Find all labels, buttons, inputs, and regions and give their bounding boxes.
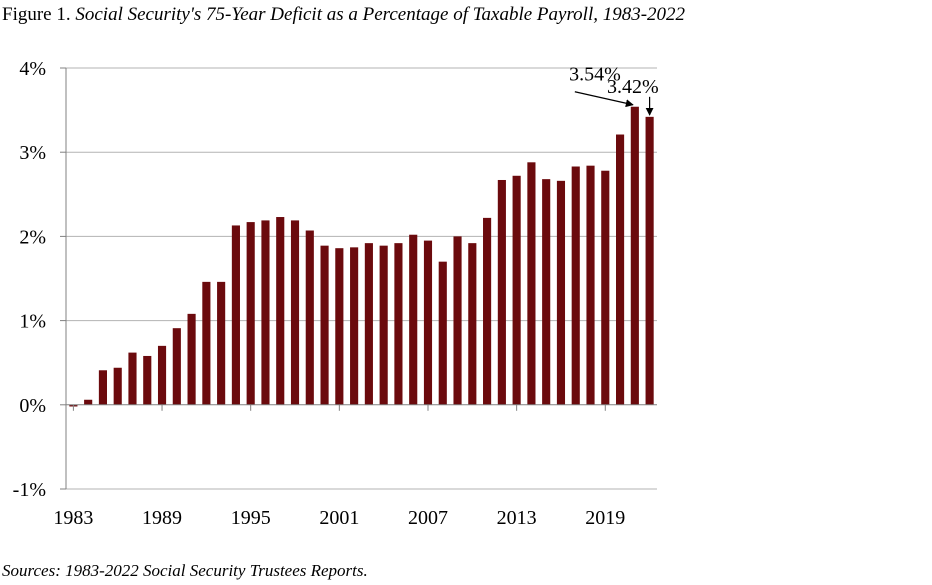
bar-1995	[246, 222, 255, 405]
bar-1998	[290, 220, 300, 405]
bar-2022	[645, 116, 654, 405]
bar-2011	[483, 217, 492, 405]
bar-2000	[320, 245, 329, 405]
x-tick-label: 2013	[497, 507, 537, 529]
bar-1990	[172, 328, 181, 405]
bar-1994	[231, 225, 240, 405]
x-tick-label: 2007	[408, 507, 448, 529]
bar-2014	[527, 162, 536, 405]
y-tick-label: 1%	[19, 311, 46, 333]
bar-2015	[542, 179, 551, 405]
bar-2003	[364, 243, 373, 405]
bar-2008	[438, 261, 447, 405]
y-tick-label: 2%	[19, 226, 46, 248]
bar-1988	[143, 355, 152, 405]
bar-1985	[98, 370, 107, 405]
bar-2005	[394, 243, 403, 405]
x-tick-label: 2019	[585, 507, 625, 529]
bar-1997	[276, 217, 285, 405]
y-tick-label: 4%	[19, 58, 46, 80]
bar-2004	[379, 245, 388, 405]
bar-2020	[616, 134, 625, 405]
bar-2021	[630, 106, 639, 405]
bar-2002	[350, 247, 359, 405]
bar-1987	[128, 352, 137, 405]
x-tick-label: 1983	[53, 507, 93, 529]
annotation-label: 3.42%	[607, 76, 659, 98]
bar-2009	[453, 236, 462, 405]
annotation-arrow	[574, 91, 634, 108]
bar-1989	[157, 345, 167, 405]
x-tick-label: 1989	[142, 507, 182, 529]
source-note: Sources: 1983-2022 Social Security Trust…	[2, 561, 368, 580]
bar-2012	[497, 179, 506, 405]
bar-1993	[217, 281, 226, 405]
x-tick-label: 2001	[319, 507, 359, 529]
bar-1992	[202, 281, 211, 405]
bar-2007	[423, 240, 433, 405]
bar-1991	[187, 313, 196, 405]
annotation-label: 3.54%	[569, 64, 621, 86]
bar-2016	[556, 180, 566, 405]
bar-2018	[586, 165, 595, 405]
bar-2001	[335, 248, 344, 405]
bar-2019	[601, 170, 610, 405]
bar-1996	[261, 220, 270, 405]
bar-2013	[512, 175, 521, 405]
bar-1984	[84, 399, 93, 405]
chart-title: Figure 1. Social Security's 75-Year Defi…	[2, 4, 685, 26]
bar-2010	[468, 243, 477, 405]
bar-1986	[113, 367, 122, 405]
figure-label: Figure 1.	[2, 4, 71, 25]
bar-1999	[305, 230, 314, 405]
y-tick-label: -1%	[13, 479, 46, 501]
bar-2006	[409, 234, 418, 405]
bar-2017	[571, 166, 580, 405]
y-tick-label: 3%	[19, 142, 46, 164]
chart-title-text: Social Security's 75-Year Deficit as a P…	[75, 4, 686, 25]
x-tick-label: 1995	[231, 507, 271, 529]
y-tick-label: 0%	[19, 395, 46, 417]
